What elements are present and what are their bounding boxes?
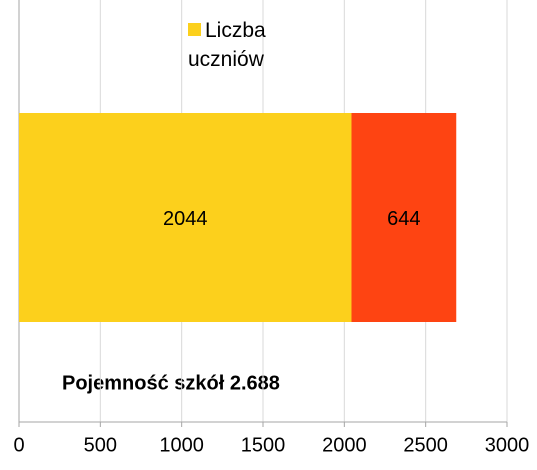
bar-segment [351, 113, 457, 322]
legend-item: Liczba uczniów [188, 16, 310, 74]
legend: Liczba uczniów [188, 16, 310, 74]
legend-marker [188, 23, 201, 36]
x-tick-label: 2500 [403, 434, 448, 456]
x-tick-label: 0 [13, 434, 24, 456]
x-tick-label: 500 [84, 434, 117, 456]
x-tick-label: 3000 [485, 434, 530, 456]
bar-segment [19, 113, 352, 322]
x-tick-label: 2000 [322, 434, 367, 456]
x-tick-label: 1000 [159, 434, 204, 456]
data-label: 644 [387, 208, 420, 230]
annotation: Pojemność szkół 2.688 [62, 372, 280, 394]
legend-label: Liczba uczniów [188, 19, 266, 71]
data-label: 2044 [163, 208, 208, 230]
x-tick-label: 1500 [241, 434, 286, 456]
